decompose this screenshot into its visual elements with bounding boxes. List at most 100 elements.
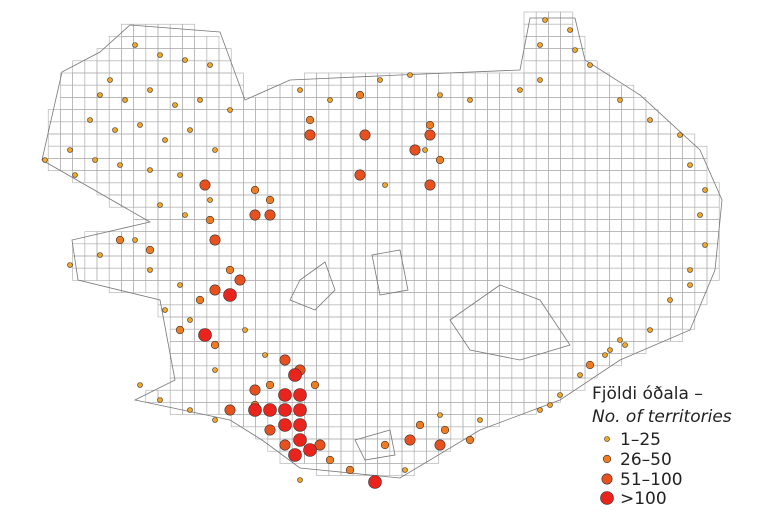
grid-cell [670,170,683,184]
grid-cell [352,243,366,257]
territory-dot [157,202,163,208]
grid-cell [377,121,391,135]
grid-cell [291,231,305,245]
grid-cell [352,219,366,232]
grid-cell [560,353,574,367]
territory-dot [380,440,390,450]
grid-cell [450,292,464,306]
grid-cell [377,145,391,159]
grid-cell [450,219,464,232]
grid-cell [413,219,427,232]
grid-cell [450,389,464,403]
grid-cell [474,133,488,147]
grid-cell [511,243,525,257]
grid-cell [157,72,171,86]
grid-cell [267,97,281,110]
territory-dot [112,127,118,133]
grid-cell [377,341,391,354]
grid-cell [511,365,525,379]
grid-cell [487,158,500,171]
grid-cell [389,280,403,293]
grid-cell [291,280,305,293]
grid-cell [584,194,598,208]
grid-cell [657,316,671,330]
grid-cell [413,292,427,306]
grid-cell [584,267,598,281]
grid-cell [413,84,427,98]
grid-cell [108,255,122,269]
grid-cell [255,365,269,379]
grid-cell [462,341,476,354]
grid-cell [523,280,537,293]
grid-cell [413,206,427,220]
grid-cell [572,194,586,208]
grid-cell [291,145,305,159]
grid-cell [328,316,342,330]
grid-cell [560,316,574,330]
grid-cell [487,109,500,123]
grid-cell [462,365,476,379]
grid-cell [645,206,659,220]
grid-cell [535,182,549,196]
territory-dot [304,129,316,141]
grid-cell [243,292,256,306]
grid-cell [560,267,574,281]
grid-cell [194,316,208,330]
territory-dot [212,147,218,153]
grid-cell [194,231,208,245]
grid-cell [657,304,671,318]
grid-cell [548,353,561,367]
grid-cell [340,341,354,354]
grid-cell [499,243,513,257]
grid-cell [60,97,73,110]
grid-cell [169,84,183,98]
grid-cell [548,377,561,391]
grid-cell [523,316,537,330]
grid-cell [438,365,452,379]
territory-dot [435,155,445,165]
grid-cell [267,389,281,403]
grid-cell [279,243,293,257]
grid-cell [121,84,134,98]
grid-cell [267,304,281,318]
grid-cell [657,280,671,293]
grid-cell [426,145,439,159]
grid-cell [96,60,110,74]
grid-cell [157,121,171,135]
grid-cell [657,158,671,171]
grid-cell [413,267,427,281]
grid-cell [535,377,549,391]
grid-cell [548,243,561,257]
grid-cell [267,231,281,245]
grid-cell [499,341,513,354]
grid-cell [584,109,598,123]
grid-cell [596,267,610,281]
territory-dot [224,404,236,416]
grid-cell [84,243,98,257]
grid-cell [462,414,476,428]
territory-dot [354,169,366,181]
grid-cell [645,316,659,330]
grid-cell [255,292,269,306]
grid-cell [511,219,525,232]
grid-cell [121,23,134,37]
grid-cell [377,316,391,330]
grid-cell [279,133,293,147]
grid-cell [633,158,647,171]
grid-cell [316,145,330,159]
grid-cell [230,304,244,318]
grid-cell [657,182,671,196]
grid-cell [474,304,488,318]
grid-cell [340,72,354,86]
grid-cell [596,194,610,208]
grid-cell [511,304,525,318]
grid-cell [340,365,354,379]
grid-cell [645,145,659,159]
grid-cell [267,365,281,379]
grid-cell [511,97,525,110]
grid-cell [133,158,147,171]
grid-cell [694,280,708,293]
grid-cell [645,170,659,184]
grid-cell [218,341,232,354]
grid-cell [609,182,622,196]
